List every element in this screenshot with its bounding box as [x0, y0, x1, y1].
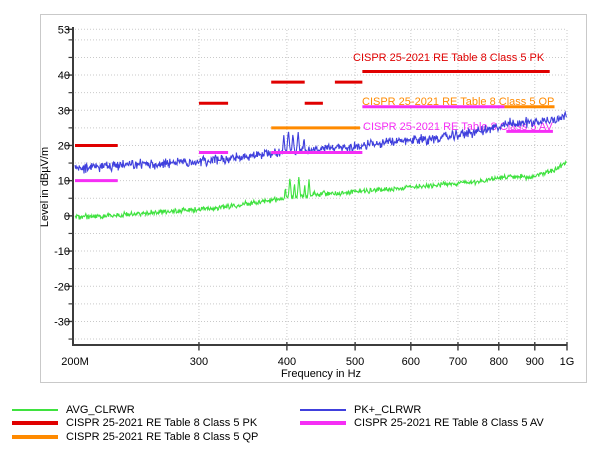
legend-label: PK+_CLRWR	[354, 403, 422, 416]
measurement-traces	[74, 110, 567, 220]
x-tick-label: 900	[526, 356, 544, 368]
legend-swatch	[12, 421, 58, 426]
x-tick-label: 600	[402, 356, 420, 368]
axes: 53 40 30 20 10 0 -10 -20 -30 200M 300 400 500 600 700 8…	[54, 24, 574, 368]
x-tick-label: 1G	[560, 356, 575, 368]
limit-annotation: CISPR 25-2021 RE Table 8 Class 5 QP	[362, 96, 554, 108]
legend-label: CISPR 25-2021 RE Table 8 Class 5 QP	[66, 430, 259, 443]
trace-AVG_CLRWR	[74, 159, 567, 220]
legend-swatch	[12, 408, 58, 411]
y-tick-label: -30	[54, 316, 70, 328]
y-tick-label: 40	[58, 70, 70, 82]
legend-label: CISPR 25-2021 RE Table 8 Class 5 PK	[66, 417, 258, 430]
y-tick-label: -10	[54, 246, 70, 258]
chart-legend: AVG_CLRWR CISPR 25-2021 RE Table 8 Class …	[0, 403, 606, 449]
y-tick-label: -20	[54, 281, 70, 293]
legend-swatch	[12, 434, 58, 439]
y-axis-title: Level in dBµV/m	[39, 147, 51, 227]
limit-AV	[75, 105, 553, 183]
legend-label: CISPR 25-2021 RE Table 8 Class 5 AV	[354, 417, 544, 430]
legend-item: CISPR 25-2021 RE Table 8 Class 5 PK	[12, 417, 258, 431]
x-tick-label: 300	[190, 356, 208, 368]
legend-item: AVG_CLRWR	[12, 403, 258, 417]
legend-column-left: AVG_CLRWR CISPR 25-2021 RE Table 8 Class …	[12, 403, 258, 444]
trace-PK+_CLRWR	[74, 110, 567, 174]
limit-lines	[75, 70, 555, 183]
legend-column-right: PK+_CLRWR CISPR 25-2021 RE Table 8 Class …	[300, 403, 544, 430]
gridlines	[75, 28, 568, 344]
x-tick-label: 700	[449, 356, 467, 368]
limit-PK	[75, 70, 550, 147]
y-tick-label: 30	[58, 105, 70, 117]
x-axis-title: Frequency in Hz	[281, 368, 361, 380]
y-tick-label: 10	[58, 176, 70, 188]
x-tick-label: 800	[490, 356, 508, 368]
legend-swatch	[300, 408, 346, 411]
x-tick-label: 400	[278, 356, 296, 368]
legend-label: AVG_CLRWR	[66, 403, 135, 416]
legend-item: CISPR 25-2021 RE Table 8 Class 5 QP	[12, 430, 258, 444]
y-tick-label: 20	[58, 140, 70, 152]
limit-QP	[271, 105, 555, 130]
y-tick-label: 0	[64, 211, 70, 223]
legend-item: PK+_CLRWR	[300, 403, 544, 417]
x-tick-label: 200M	[61, 356, 89, 368]
y-tick-label: 53	[58, 24, 70, 36]
legend-swatch	[300, 421, 346, 426]
x-tick-label: 500	[346, 356, 364, 368]
legend-item: CISPR 25-2021 RE Table 8 Class 5 AV	[300, 417, 544, 431]
limit-annotation: CISPR 25-2021 RE Table 8 Class 5 PK	[353, 52, 545, 64]
